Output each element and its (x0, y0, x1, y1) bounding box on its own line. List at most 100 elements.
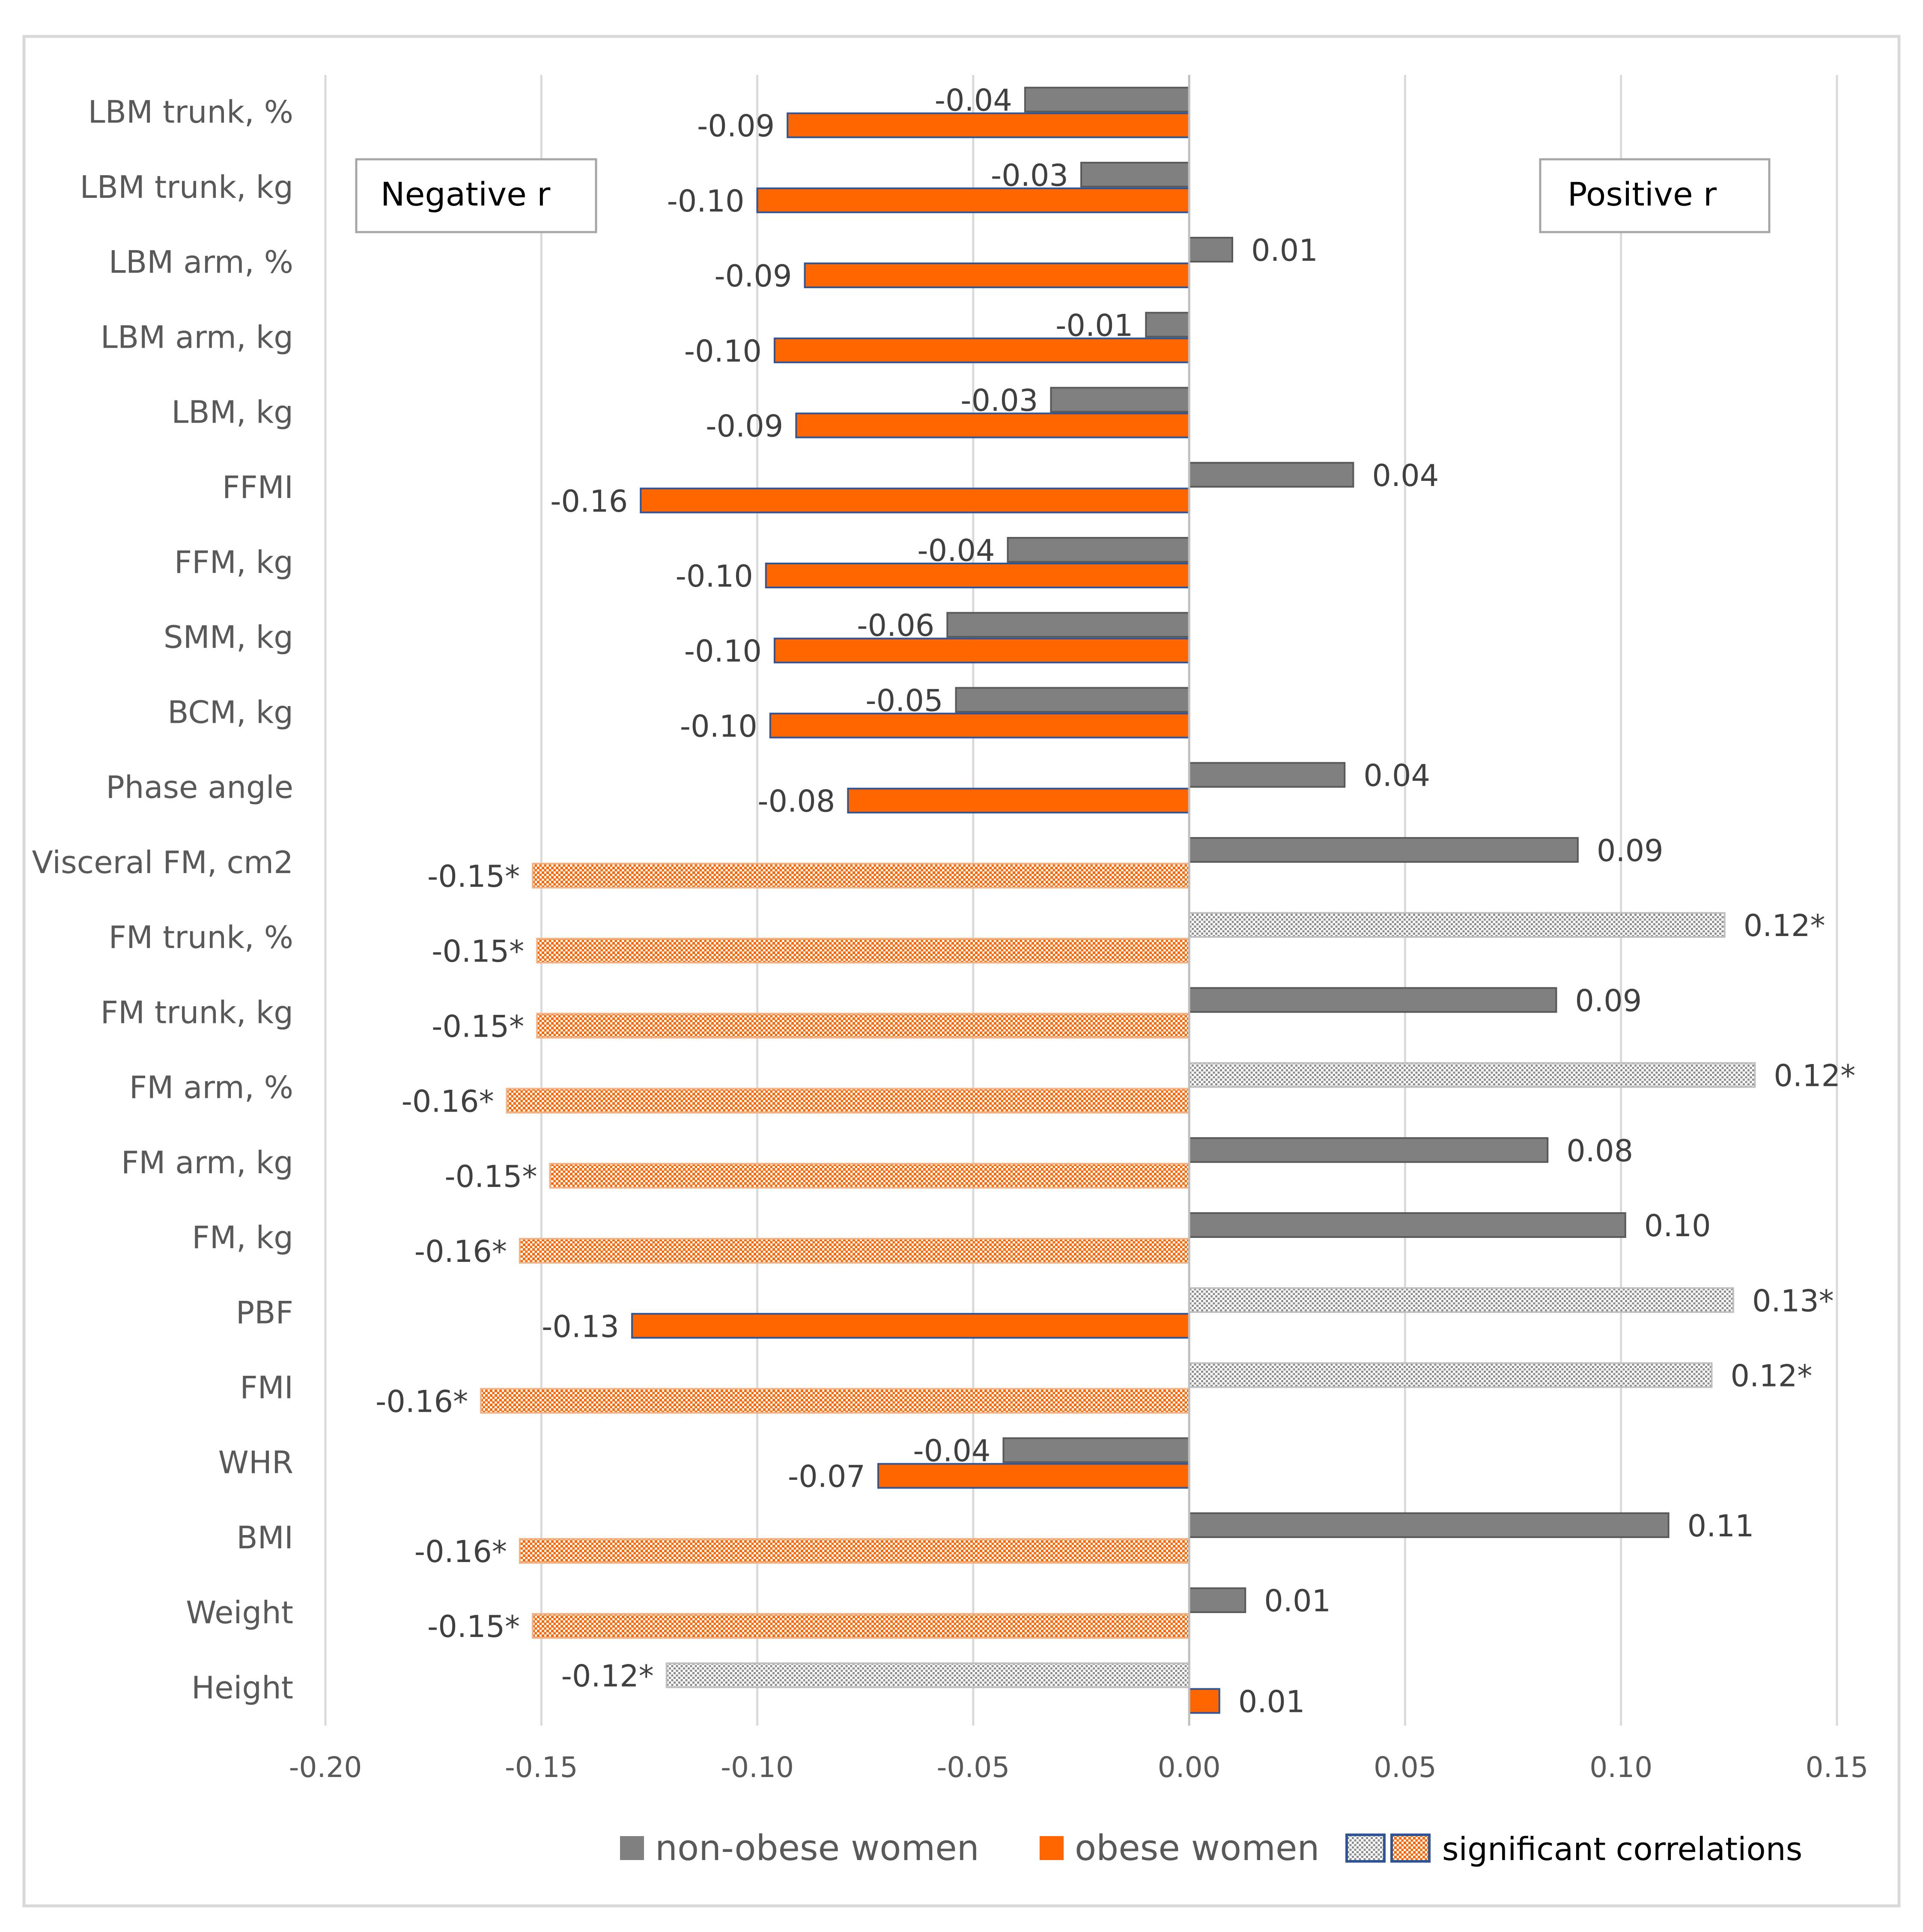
data-label-obese: -0.16* (401, 1084, 494, 1119)
legend-swatch-non-obese (620, 1836, 644, 1860)
data-label-non-obese: -0.04 (935, 83, 1012, 118)
data-label-non-obese: -0.05 (865, 683, 943, 718)
bar-non-obese (665, 1662, 1190, 1688)
category-label: FMI (240, 1369, 293, 1405)
category-label: Height (191, 1670, 293, 1705)
category-label: LBM arm, kg (101, 319, 293, 355)
x-tick-label: 0.00 (1158, 1751, 1221, 1784)
category-label: LBM, kg (171, 394, 293, 430)
bar-labels: -0.04 -0.09 -0.03 -0.10 0.01 -0.09 -0.01 -0.10 -… (376, 83, 1855, 1720)
bar-obese (773, 638, 1190, 664)
data-label-non-obese: 0.12* (1744, 908, 1825, 943)
category-label: FM trunk, kg (101, 994, 293, 1030)
bar-non-obese (1188, 762, 1346, 788)
category-label: FM, kg (192, 1219, 293, 1255)
data-label-obese: -0.10 (684, 634, 762, 669)
bar-obese (549, 1163, 1190, 1189)
x-tick-label: 0.05 (1374, 1751, 1437, 1784)
category-label: FM arm, % (129, 1070, 293, 1106)
positive-r-label: Positive r (1568, 175, 1717, 213)
data-label-obese: -0.15* (432, 1009, 524, 1044)
legend-label-obese: obese women (1075, 1828, 1319, 1869)
data-label-obese: -0.07 (788, 1459, 865, 1494)
legend-swatch-significant-orange (1390, 1834, 1431, 1863)
bar-obese (765, 562, 1190, 588)
bar-non-obese (1188, 1587, 1246, 1613)
bar-non-obese (946, 612, 1190, 638)
data-label-non-obese: 0.09 (1575, 983, 1642, 1018)
positive-r-annotation: Positive r (1539, 158, 1771, 233)
category-label: Visceral FM, cm2 (32, 844, 293, 880)
bar-obese (847, 787, 1190, 814)
data-label-non-obese: 0.04 (1363, 758, 1430, 793)
bar-non-obese (1188, 1212, 1626, 1238)
bar-obese (773, 337, 1190, 364)
data-label-obese: -0.15* (427, 859, 520, 894)
bar-non-obese (955, 687, 1190, 713)
bar-obese (640, 487, 1190, 513)
bar-obese (795, 412, 1190, 438)
category-label: SMM, kg (164, 619, 293, 655)
x-tick-label: 0.15 (1806, 1751, 1869, 1784)
data-label-obese: -0.16* (414, 1234, 507, 1269)
bar-non-obese (1050, 387, 1190, 413)
bar-non-obese (1002, 1437, 1190, 1463)
bar-non-obese (1188, 1062, 1756, 1088)
legend-swatch-obese (1040, 1836, 1064, 1860)
data-label-non-obese: -0.04 (917, 533, 995, 568)
data-label-obese: -0.15* (427, 1609, 520, 1644)
data-label-non-obese: -0.06 (857, 608, 934, 643)
bar-obese (532, 1613, 1190, 1639)
legend: non-obese women obese women significant … (620, 1828, 1802, 1869)
legend-label-non-obese: non-obese women (655, 1828, 979, 1869)
data-label-obese: -0.09 (714, 259, 792, 294)
data-label-non-obese: -0.01 (1055, 308, 1133, 343)
data-label-obese: -0.09 (706, 409, 783, 444)
category-labels: LBM trunk, % LBM trunk, kg LBM arm, % LBM a… (32, 94, 293, 1706)
bar-obese (536, 1013, 1190, 1039)
data-label-obese: -0.10 (667, 184, 744, 219)
data-label-non-obese: 0.09 (1597, 833, 1664, 868)
bar-obese (877, 1463, 1190, 1489)
bar-non-obese (1188, 1287, 1734, 1313)
category-label: LBM arm, % (109, 244, 293, 280)
data-label-non-obese: -0.03 (960, 383, 1038, 418)
x-tick-label: 0.10 (1589, 1751, 1652, 1784)
bar-non-obese (1188, 462, 1354, 488)
bar-non-obese (1188, 837, 1579, 863)
bar-non-obese (1188, 987, 1557, 1013)
data-label-obese: -0.16* (376, 1384, 468, 1419)
data-label-obese: -0.10 (676, 559, 753, 594)
data-label-non-obese: -0.03 (991, 158, 1068, 193)
bar-obese (756, 187, 1190, 213)
category-label: BCM, kg (167, 694, 293, 730)
category-label: FM arm, kg (121, 1145, 293, 1181)
data-label-obese: -0.08 (757, 784, 835, 819)
bar-obese (532, 862, 1190, 888)
bar-obese (631, 1313, 1190, 1339)
data-label-obese: -0.10 (684, 334, 762, 369)
bar-non-obese (1188, 1512, 1670, 1538)
bars (480, 75, 1756, 1726)
category-label: WHR (218, 1445, 293, 1481)
bar-obese (1188, 1688, 1220, 1714)
negative-r-annotation: Negative r (355, 158, 597, 233)
bar-obese (519, 1538, 1190, 1564)
bar-non-obese (1188, 912, 1726, 938)
bar-obese (519, 1238, 1190, 1264)
negative-r-label: Negative r (381, 175, 551, 213)
legend-swatch-significant-gray (1345, 1834, 1386, 1863)
category-label: PBF (236, 1294, 293, 1330)
bar-non-obese (1024, 86, 1190, 113)
category-label: Weight (186, 1595, 293, 1631)
bar-obese (769, 713, 1190, 739)
bar-obese (804, 262, 1190, 289)
x-tick-labels: -0.20 -0.15 -0.10 -0.05 0.00 0.05 0.10 0.15 (289, 1751, 1869, 1784)
data-label-obese: -0.13 (542, 1309, 619, 1344)
category-label: FM trunk, % (109, 919, 293, 955)
x-tick-label: -0.10 (721, 1751, 794, 1784)
data-label-non-obese: 0.11 (1687, 1509, 1754, 1544)
data-label-non-obese: 0.01 (1264, 1583, 1331, 1619)
data-label-obese: -0.16* (414, 1534, 507, 1569)
